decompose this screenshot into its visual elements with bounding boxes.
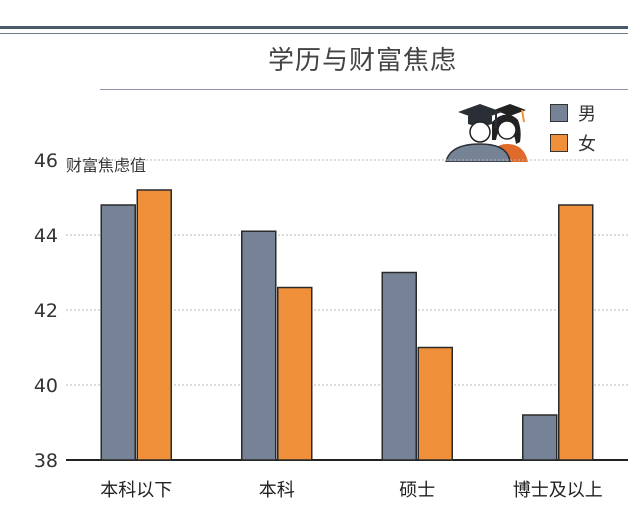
legend-swatch-female — [550, 134, 568, 152]
y-tick-label: 38 — [34, 450, 58, 472]
y-tick-label: 40 — [34, 375, 58, 397]
top-rule-thin — [0, 33, 628, 34]
bar-female — [136, 189, 172, 461]
bar-male — [241, 230, 277, 461]
y-axis-label: 财富焦虑值 — [66, 156, 147, 175]
top-rule — [0, 26, 628, 29]
chart-title: 学历与财富焦虑 — [268, 46, 458, 76]
title-underline — [100, 89, 628, 90]
bar-female — [558, 204, 594, 461]
legend-swatch-male — [550, 104, 568, 122]
bar-female — [277, 286, 313, 461]
legend: 男 女 — [550, 100, 596, 160]
legend-label-male: 男 — [578, 104, 596, 125]
x-tick-label: 本科以下 — [100, 480, 172, 501]
legend-item-female: 女 — [550, 130, 596, 156]
legend-label-female: 女 — [578, 134, 596, 155]
bar-male — [381, 271, 417, 461]
bar-male — [522, 414, 558, 461]
graduates-icon — [445, 104, 528, 162]
y-tick-label: 42 — [34, 300, 58, 322]
x-tick-label: 本科 — [259, 480, 295, 501]
legend-item-male: 男 — [550, 100, 596, 126]
y-tick-label: 44 — [34, 225, 58, 247]
bar-male — [100, 204, 136, 461]
x-tick-label: 博士及以上 — [513, 480, 603, 501]
bar-female — [417, 346, 453, 461]
x-tick-label: 硕士 — [399, 480, 435, 501]
y-tick-label: 46 — [34, 150, 58, 172]
